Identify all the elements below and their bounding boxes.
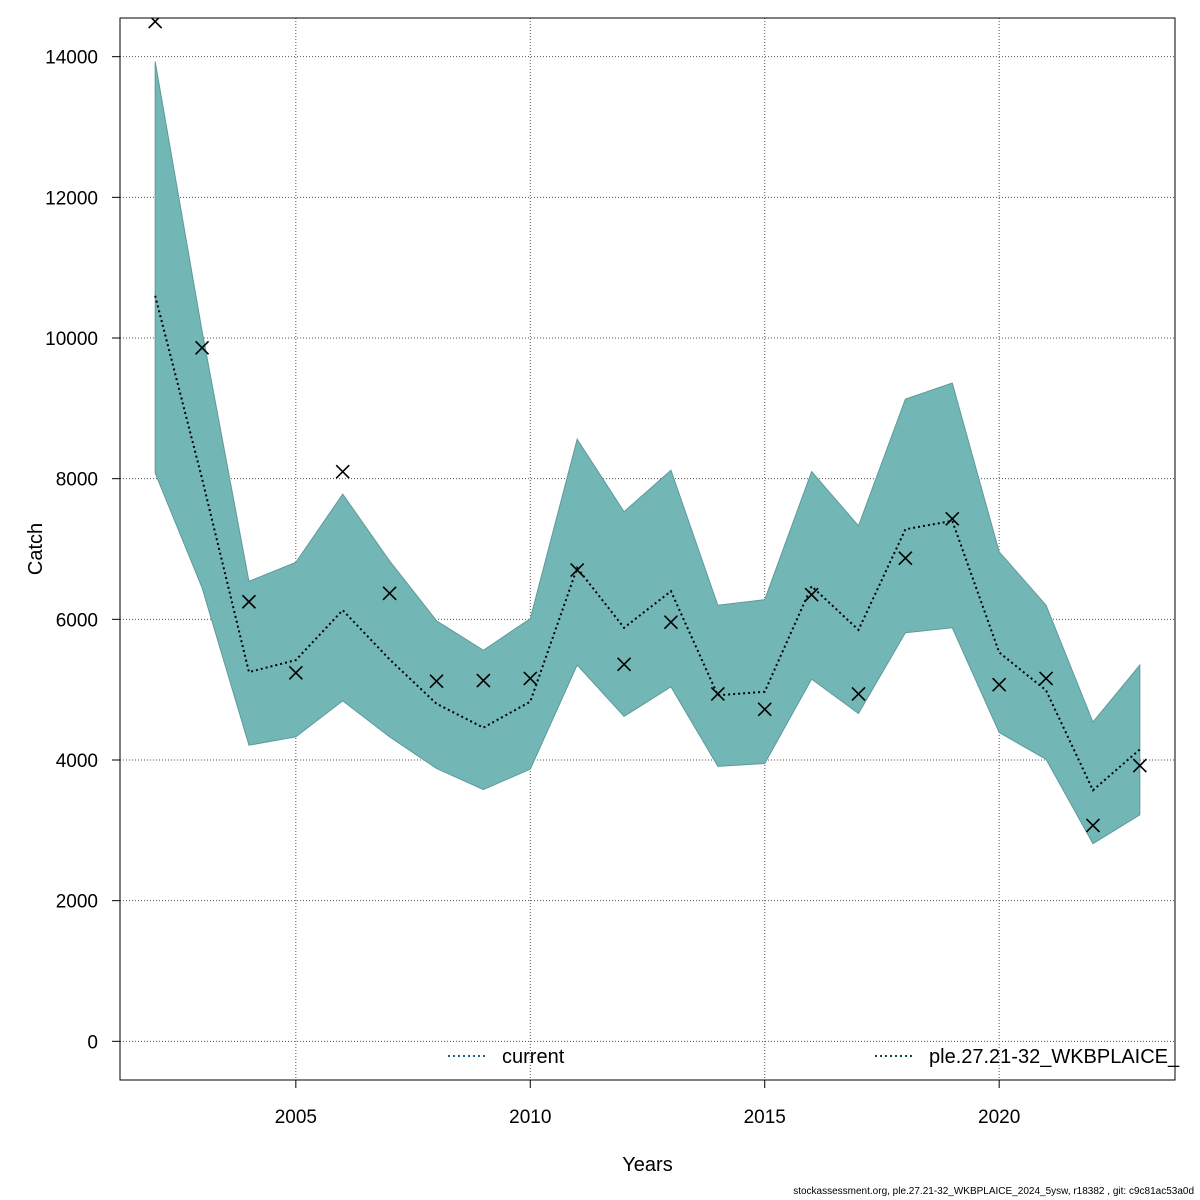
observed-point bbox=[148, 18, 163, 29]
x-axis-title: Years bbox=[622, 1154, 672, 1176]
y-tick-label: 6000 bbox=[56, 610, 98, 631]
y-tick-label: 12000 bbox=[45, 188, 98, 209]
observed-point bbox=[476, 673, 491, 688]
observed-point bbox=[851, 686, 866, 701]
observed-point bbox=[663, 615, 679, 630]
observed-point bbox=[570, 563, 585, 578]
footer-source-text: stockassessment.org, ple.27.21-32_WKBPLA… bbox=[793, 1186, 1194, 1197]
observed-point bbox=[1085, 818, 1101, 833]
observed-point bbox=[898, 551, 913, 566]
x-tick-label: 2010 bbox=[509, 1107, 551, 1128]
observed-point bbox=[382, 586, 397, 601]
observed-point bbox=[616, 657, 632, 672]
y-tick-label: 14000 bbox=[45, 48, 98, 69]
estimate-line-layer bbox=[154, 295, 1141, 792]
observed-point bbox=[992, 677, 1007, 692]
x-tick-label: 2015 bbox=[744, 1107, 786, 1128]
observed-points-layer bbox=[148, 18, 1147, 833]
legend-label-ple: ple.27.21-32_WKBPLAICE_ bbox=[929, 1046, 1180, 1068]
plot-frame bbox=[119, 17, 1176, 1081]
estimate-line bbox=[154, 295, 1141, 792]
y-tick-label: 2000 bbox=[56, 892, 98, 913]
y-tick-label: 0 bbox=[87, 1032, 98, 1053]
x-axis: 2005 2010 2015 2020 bbox=[275, 1080, 1020, 1128]
observed-point bbox=[710, 686, 725, 701]
confidence-band bbox=[154, 61, 1141, 845]
y-axis: 0 2000 4000 6000 8000 10000 12000 14000 bbox=[45, 48, 120, 1053]
confidence-band-layer bbox=[154, 61, 1141, 845]
y-tick-label: 4000 bbox=[56, 751, 98, 772]
observed-point bbox=[241, 594, 257, 609]
x-tick-label: 2005 bbox=[275, 1107, 317, 1128]
observed-point bbox=[1038, 671, 1054, 686]
observed-point bbox=[429, 674, 444, 689]
legend-label-current: current bbox=[502, 1046, 565, 1068]
observed-point bbox=[194, 340, 210, 355]
observed-point bbox=[335, 464, 350, 479]
y-tick-label: 8000 bbox=[56, 470, 98, 491]
observed-point bbox=[288, 665, 303, 680]
y-tick-label: 10000 bbox=[45, 329, 98, 350]
x-tick-label: 2020 bbox=[978, 1107, 1020, 1128]
y-axis-title: Catch bbox=[25, 523, 47, 575]
observed-point bbox=[945, 511, 960, 526]
observed-point bbox=[523, 671, 538, 686]
observed-point bbox=[1132, 758, 1147, 773]
legend: current ple.27.21-32_WKBPLAICE_ bbox=[448, 1046, 1180, 1068]
observed-point bbox=[757, 702, 772, 717]
observed-point bbox=[804, 587, 819, 602]
